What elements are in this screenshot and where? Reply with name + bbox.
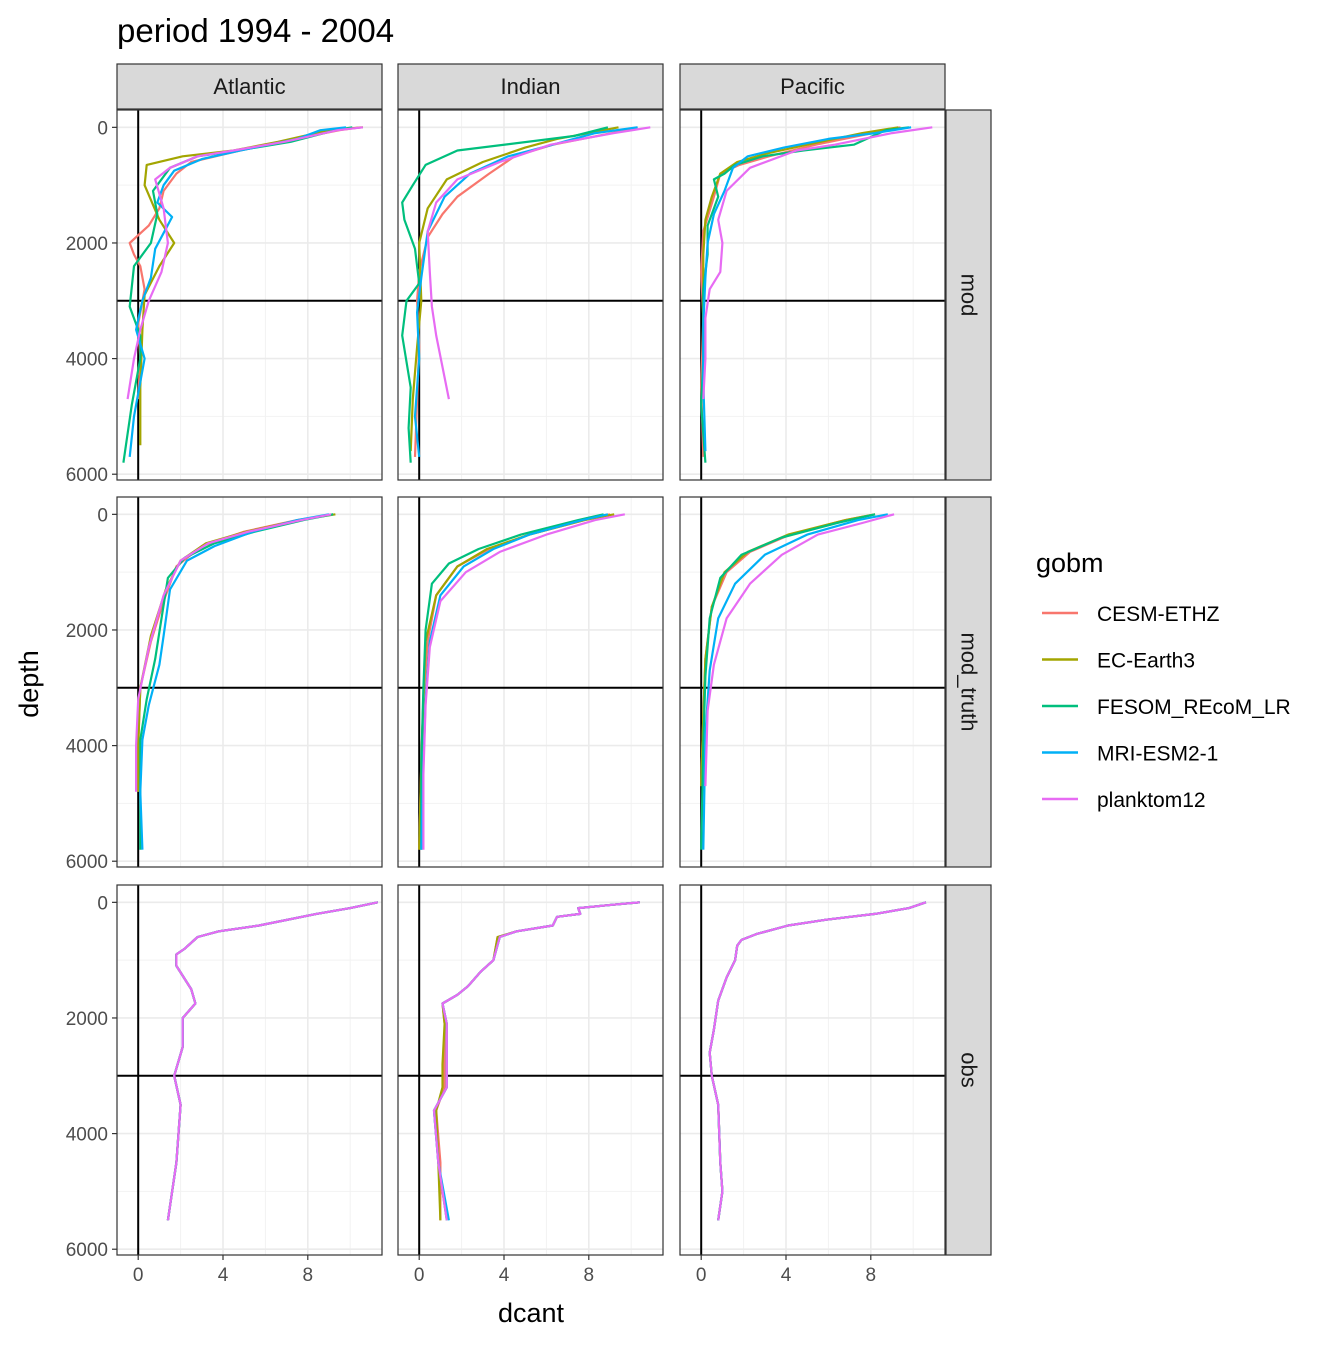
- x-tick-label: 0: [133, 1265, 144, 1286]
- legend-label: FESOM_REcoM_LR: [1097, 696, 1291, 719]
- y-tick-label: 0: [97, 118, 108, 139]
- strip-label: obs: [957, 1052, 982, 1087]
- x-tick-label: 0: [414, 1265, 425, 1286]
- strip-label: mod: [957, 274, 982, 317]
- x-tick-label: 8: [584, 1265, 595, 1286]
- y-tick-label: 6000: [66, 1240, 108, 1261]
- x-tick-label: 4: [499, 1265, 510, 1286]
- series-line-fesom-recom-lr: [700, 513, 876, 850]
- strip-indian: Indian: [397, 63, 664, 110]
- series-line-planktom12: [702, 126, 933, 400]
- panel-pacific-obs: 0 4 8: [679, 884, 946, 1286]
- panel-pacific-mod: [679, 109, 946, 481]
- strip-label: mod_truth: [957, 632, 982, 731]
- series-line-planktom12: [708, 901, 927, 1221]
- y-tick-label: 4000: [66, 737, 108, 758]
- panel-atlantic-mod-truth: 0 2000 4000 6000: [66, 496, 383, 873]
- legend: gobm CESM-ETHZ EC-Earth3 FESOM_REcoM_LR MRI…: [1036, 548, 1291, 812]
- strip-label: Atlantic: [213, 74, 285, 99]
- strip-mod: mod: [945, 109, 992, 481]
- panel-pacific-mod-truth: [679, 496, 946, 868]
- panel-atlantic-obs: 0 2000 4000 6000 0 4 8: [66, 884, 383, 1286]
- series-line-mri-esm2-1: [702, 126, 912, 452]
- legend-label: planktom12: [1097, 789, 1206, 812]
- y-tick-label: 0: [97, 893, 108, 914]
- legend-label: EC-Earth3: [1097, 650, 1195, 673]
- series-line-fesom-recom-lr: [401, 126, 609, 463]
- legend-item: FESOM_REcoM_LR: [1042, 696, 1291, 719]
- chart-title: period 1994 - 2004: [117, 12, 394, 49]
- legend-label: MRI-ESM2-1: [1097, 743, 1218, 766]
- strip-label: Indian: [501, 74, 561, 99]
- x-tick-label: 0: [696, 1265, 707, 1286]
- y-tick-label: 6000: [66, 465, 108, 486]
- series-line-fesom-recom-lr: [420, 513, 604, 850]
- strip-atlantic: Atlantic: [116, 63, 383, 110]
- y-tick-label: 0: [97, 505, 108, 526]
- strip-obs: obs: [945, 884, 992, 1256]
- strip-mod-truth: mod_truth: [945, 496, 992, 868]
- y-tick-label: 4000: [66, 350, 108, 371]
- legend-item: CESM-ETHZ: [1042, 603, 1220, 626]
- x-axis-title: dcant: [498, 1298, 565, 1328]
- y-tick-label: 6000: [66, 852, 108, 873]
- series-line-planktom12: [126, 126, 364, 400]
- series-line-planktom12: [432, 901, 640, 1221]
- panel-atlantic-mod: 0 2000 4000 6000: [66, 109, 383, 486]
- y-tick-label: 2000: [66, 234, 108, 255]
- legend-label: CESM-ETHZ: [1097, 603, 1220, 626]
- legend-item: EC-Earth3: [1042, 650, 1195, 673]
- x-tick-label: 8: [866, 1265, 877, 1286]
- panel-indian-obs: 0 4 8: [397, 884, 664, 1286]
- series-line-planktom12: [166, 901, 379, 1221]
- y-tick-label: 4000: [66, 1125, 108, 1146]
- series-line-planktom12: [704, 513, 895, 787]
- legend-item: planktom12: [1042, 789, 1206, 812]
- y-tick-label: 2000: [66, 1009, 108, 1030]
- x-tick-label: 4: [781, 1265, 792, 1286]
- legend-items: CESM-ETHZ EC-Earth3 FESOM_REcoM_LR MRI-ESM2…: [1042, 603, 1291, 812]
- legend-title: gobm: [1036, 548, 1104, 578]
- x-tick-label: 8: [303, 1265, 314, 1286]
- legend-item: MRI-ESM2-1: [1042, 743, 1218, 766]
- series-line-planktom12: [426, 126, 651, 400]
- series-line-ec-earth3: [702, 126, 899, 388]
- series-line-planktom12: [135, 513, 332, 792]
- panel-indian-mod: [397, 109, 664, 481]
- series-line-planktom12: [422, 513, 626, 850]
- y-tick-label: 2000: [66, 621, 108, 642]
- panel-indian-mod-truth: [397, 496, 664, 868]
- strip-pacific: Pacific: [679, 63, 946, 110]
- strip-label: Pacific: [780, 74, 845, 99]
- x-tick-label: 4: [218, 1265, 229, 1286]
- y-axis-title: depth: [14, 650, 44, 718]
